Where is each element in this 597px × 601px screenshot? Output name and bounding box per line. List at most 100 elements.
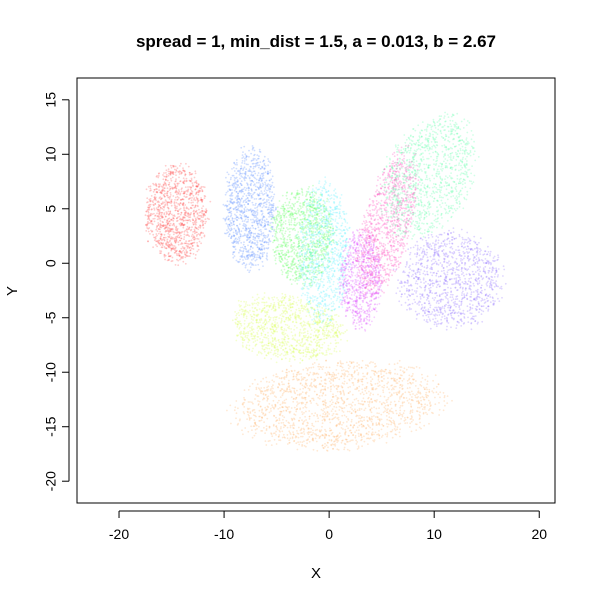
point — [238, 230, 241, 232]
point — [319, 295, 322, 297]
point — [160, 233, 163, 236]
point — [298, 262, 301, 264]
point — [227, 227, 230, 230]
point — [265, 184, 268, 187]
point — [252, 214, 255, 217]
point — [343, 300, 346, 303]
point — [259, 186, 261, 189]
point — [191, 245, 194, 247]
point — [181, 187, 183, 190]
point — [175, 191, 178, 194]
point — [167, 223, 169, 225]
point — [178, 203, 181, 206]
point — [272, 204, 275, 207]
point — [243, 177, 245, 179]
point — [181, 172, 183, 174]
point — [252, 209, 255, 212]
point — [356, 312, 359, 315]
point — [167, 243, 170, 246]
point — [287, 251, 290, 254]
point — [322, 218, 325, 221]
point — [282, 221, 285, 224]
point — [361, 282, 364, 285]
point — [346, 282, 348, 285]
point — [316, 249, 319, 252]
point — [264, 224, 267, 227]
point — [350, 269, 352, 271]
point — [286, 238, 289, 241]
point — [234, 182, 237, 185]
point — [189, 249, 192, 252]
point — [147, 210, 150, 213]
point — [175, 187, 178, 190]
point — [245, 256, 248, 258]
point — [262, 265, 264, 267]
point — [188, 255, 191, 257]
point — [293, 219, 296, 222]
point — [333, 302, 335, 305]
point — [159, 244, 162, 246]
point — [162, 205, 165, 208]
point — [341, 301, 343, 304]
point — [166, 223, 169, 225]
point — [172, 230, 175, 233]
point — [250, 174, 253, 177]
point — [169, 211, 172, 213]
point — [300, 187, 303, 190]
point — [199, 227, 202, 229]
point — [257, 181, 260, 184]
point — [157, 183, 160, 186]
point — [329, 219, 332, 222]
point — [339, 238, 342, 240]
point — [242, 195, 245, 198]
point — [281, 271, 284, 273]
point — [244, 229, 247, 232]
point — [368, 239, 370, 242]
point — [287, 235, 289, 238]
point — [304, 216, 306, 219]
point — [330, 269, 333, 272]
point — [266, 193, 269, 196]
point — [195, 185, 198, 188]
point — [252, 162, 255, 165]
point — [154, 193, 157, 196]
point — [240, 180, 243, 183]
point — [307, 188, 310, 190]
point — [362, 320, 365, 323]
point — [353, 290, 356, 293]
point — [193, 241, 196, 244]
point — [289, 213, 292, 215]
point — [193, 209, 195, 212]
point — [334, 287, 337, 290]
point — [192, 223, 195, 226]
point — [357, 279, 359, 282]
point — [254, 242, 256, 244]
point — [335, 234, 338, 237]
point — [257, 235, 260, 238]
point — [239, 211, 242, 213]
point — [155, 184, 158, 186]
point — [167, 218, 170, 220]
point — [267, 246, 270, 249]
point — [158, 172, 161, 175]
point — [159, 212, 161, 214]
point — [310, 255, 312, 258]
point — [291, 260, 293, 263]
point — [181, 250, 183, 253]
point — [277, 224, 279, 226]
point — [150, 229, 152, 232]
point — [174, 228, 177, 231]
point — [230, 200, 232, 203]
point — [229, 197, 232, 200]
point — [280, 226, 283, 228]
point — [355, 304, 358, 306]
point — [150, 220, 153, 223]
point — [316, 245, 319, 247]
point — [259, 151, 262, 153]
point — [308, 204, 310, 207]
point — [167, 255, 170, 258]
point — [306, 224, 309, 226]
point — [247, 187, 250, 190]
point — [330, 232, 333, 235]
point — [158, 210, 161, 212]
